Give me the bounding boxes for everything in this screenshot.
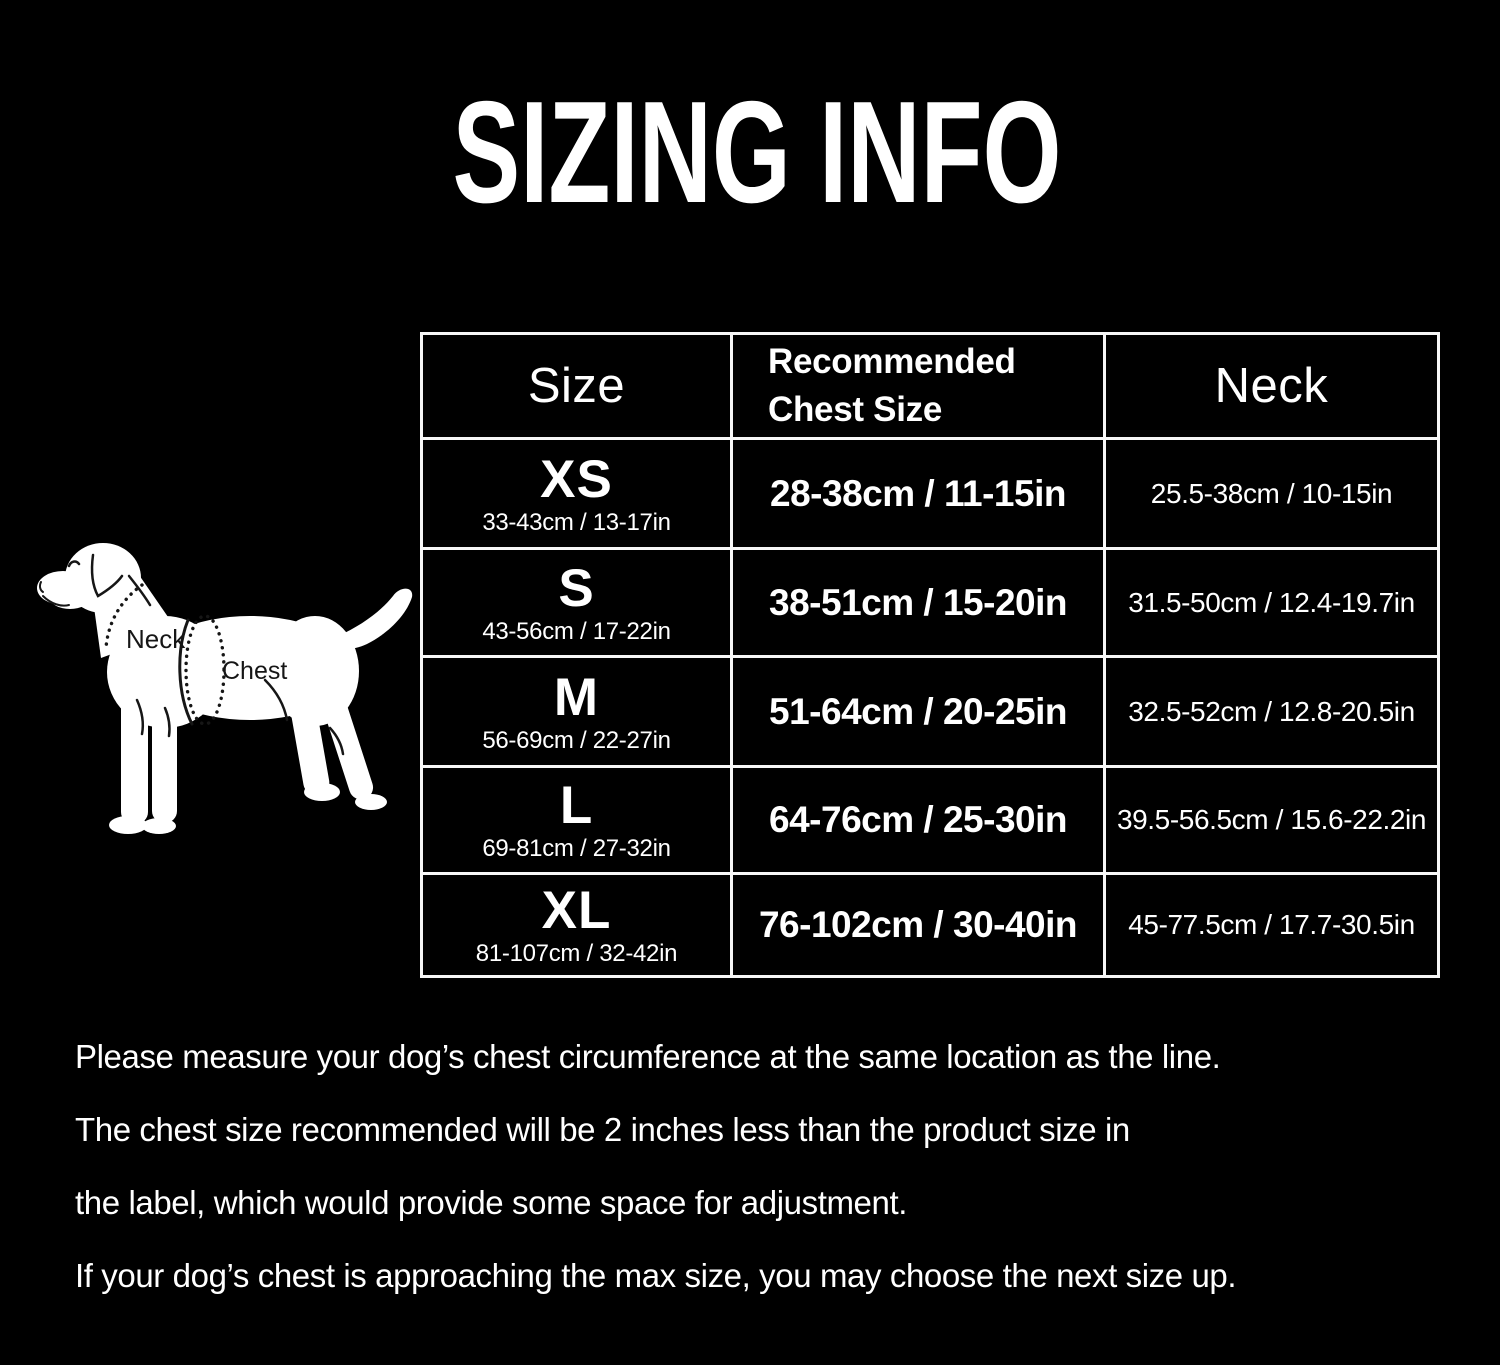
size-detail: 81-107cm / 32-42in [475, 940, 678, 967]
chest-cell: 64-76cm / 25-30in [730, 765, 1106, 875]
dog-detail-lines [38, 553, 345, 756]
note-line: If your dog’s chest is approaching the m… [75, 1257, 1237, 1294]
size-detail: 43-56cm / 17-22in [482, 617, 671, 645]
dog-measurement-diagram: Neck Chest [37, 543, 413, 834]
size-value: S [558, 558, 595, 618]
size-value: L [559, 776, 594, 835]
chest-cell: 51-64cm / 20-25in [730, 655, 1106, 768]
table-row-m: M 56-69cm / 22-27in 51-64cm / 20-25in 32… [420, 655, 1440, 768]
size-cell: XL 81-107cm / 32-42in [420, 872, 733, 978]
header-chest: Recommended Chest Size [730, 332, 1106, 440]
sizing-table: Size Recommended Chest Size Neck XS 33-4… [420, 332, 1440, 978]
size-detail: 56-69cm / 22-27in [482, 726, 671, 754]
size-value: XS [540, 449, 613, 509]
header-size: Size [420, 332, 733, 440]
table-row-s: S 43-56cm / 17-22in 38-51cm / 15-20in 31… [420, 547, 1440, 658]
chest-measure-line [184, 614, 226, 726]
page-title-row: SIZING INFO [0, 80, 1500, 225]
size-cell: L 69-81cm / 27-32in [420, 765, 733, 875]
chest-cell: 76-102cm / 30-40in [730, 872, 1106, 978]
neck-cell: 25.5-38cm / 10-15in [1103, 437, 1440, 550]
measure-lines [104, 583, 226, 726]
chest-label: Chest [222, 657, 287, 685]
size-cell: S 43-56cm / 17-22in [420, 547, 733, 658]
neck-label: Neck [126, 624, 186, 654]
neck-cell: 39.5-56.5cm / 15.6-22.2in [1103, 765, 1440, 875]
note-line: Please measure your dog’s chest circumfe… [75, 1038, 1221, 1075]
notes-section: Please measure your dog’s chest circumfe… [75, 1040, 1475, 1332]
neck-cell: 32.5-52cm / 12.8-20.5in [1103, 655, 1440, 768]
header-neck: Neck [1103, 332, 1440, 440]
page-title: SIZING INFO [452, 71, 1062, 233]
dog-silhouette [37, 543, 413, 834]
table-row-xl: XL 81-107cm / 32-42in 76-102cm / 30-40in… [420, 872, 1440, 978]
size-cell: M 56-69cm / 22-27in [420, 655, 733, 768]
note-line: the label, which would provide some spac… [75, 1184, 907, 1221]
chest-cell: 38-51cm / 15-20in [730, 547, 1106, 658]
size-value: M [553, 667, 600, 727]
size-cell: XS 33-43cm / 13-17in [420, 437, 733, 550]
size-value: XL [541, 881, 612, 940]
table-row-xs: XS 33-43cm / 13-17in 28-38cm / 11-15in 2… [420, 437, 1440, 550]
size-detail: 33-43cm / 13-17in [482, 508, 671, 536]
chest-cell: 28-38cm / 11-15in [730, 437, 1106, 550]
table-header-row: Size Recommended Chest Size Neck [420, 332, 1440, 440]
neck-cell: 31.5-50cm / 12.4-19.7in [1103, 547, 1440, 658]
neck-measure-line [104, 583, 144, 650]
note-line: The chest size recommended will be 2 inc… [75, 1111, 1130, 1148]
neck-cell: 45-77.5cm / 17.7-30.5in [1103, 872, 1440, 978]
size-detail: 69-81cm / 27-32in [482, 835, 671, 862]
table-row-l: L 69-81cm / 27-32in 64-76cm / 25-30in 39… [420, 765, 1440, 875]
